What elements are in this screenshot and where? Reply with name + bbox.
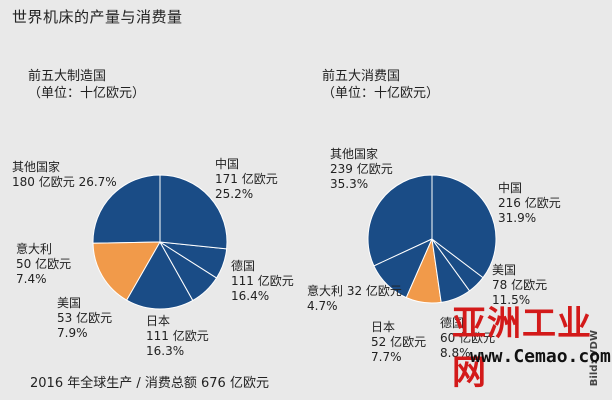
pie-slice-5 <box>159 174 228 250</box>
slice-name: 德国 <box>440 316 465 330</box>
slice-value: 60 亿欧元 <box>440 331 496 345</box>
right-pie-title-block: 前五大消费国 （单位：十亿欧元） <box>322 68 439 102</box>
slice-value: 111 亿欧元 <box>231 274 294 288</box>
slice-name: 中国 <box>215 157 240 171</box>
slice-name: 日本 <box>371 320 396 334</box>
right-pie-title: 前五大消费国 <box>322 69 401 84</box>
slice-percent: 16.4% <box>231 289 270 303</box>
slice-value: 52 亿欧元 <box>371 335 427 349</box>
slice-value: 171 亿欧元 <box>215 172 278 186</box>
slice-percent: 8.8% <box>440 346 471 360</box>
pie-slice-2 <box>125 240 194 310</box>
slice-name: 美国 <box>492 263 517 277</box>
right-pie-subtitle: （单位：十亿欧元） <box>322 86 440 101</box>
slice-percent: 31.9% <box>498 211 537 225</box>
pie0-label-other: 其他国家 180 亿欧元 26.7% <box>12 160 117 190</box>
pie1-label-japan: 日本 52 亿欧元 7.7% <box>371 320 426 365</box>
slice-name: 其他国家 <box>330 147 379 161</box>
production-pie-chart <box>92 174 228 310</box>
slice-name: 日本 <box>146 314 171 328</box>
slice-value: 239 亿欧元 <box>330 162 393 176</box>
slice-percent: 7.4% <box>16 272 47 286</box>
slice-value: 216 亿欧元 <box>498 196 561 210</box>
pie0-label-japan: 日本 111 亿欧元 16.3% <box>146 314 209 359</box>
pie1-label-other: 其他国家 239 亿欧元 35.3% <box>330 147 393 192</box>
pie0-label-italy: 意大利 50 亿欧元 7.4% <box>16 242 71 287</box>
slice-value: 53 亿欧元 <box>57 311 113 325</box>
pie0-label-germany: 德国 111 亿欧元 16.4% <box>231 259 294 304</box>
pie-slice-1 <box>92 241 161 301</box>
slice-percent: 11.5% <box>492 293 531 307</box>
left-pie-title-block: 前五大制造国 （单位：十亿欧元） <box>28 68 145 102</box>
slice-value: 111 亿欧元 <box>146 329 209 343</box>
slice-percent: 16.3% <box>146 344 185 358</box>
page-title: 世界机床的产量与消费量 <box>12 8 183 26</box>
pie1-label-germany: 德国 60 亿欧元 8.8% <box>440 316 495 361</box>
left-pie-title: 前五大制造国 <box>28 69 107 84</box>
slice-name: 美国 <box>57 296 82 310</box>
footer-note: 2016 年全球生产 / 消费总额 676 亿欧元 <box>30 376 269 391</box>
slice-percent: 4.7% <box>307 299 338 313</box>
slice-name: 意大利 <box>16 242 53 256</box>
slice-value: 50 亿欧元 <box>16 257 72 271</box>
slice-name: 德国 <box>231 259 256 273</box>
slice-value-percent: 180 亿欧元 26.7% <box>12 175 117 189</box>
pie-slice-5 <box>431 174 497 279</box>
pie0-label-china: 中国 171 亿欧元 25.2% <box>215 157 278 202</box>
slice-name: 中国 <box>498 181 523 195</box>
slice-value: 78 亿欧元 <box>492 278 548 292</box>
left-pie-subtitle: （单位：十亿欧元） <box>28 86 146 101</box>
watermark-logo: 亚洲工业网 <box>452 304 592 393</box>
slice-percent: 25.2% <box>215 187 254 201</box>
watermark-url: www.Cemao.com <box>470 346 611 367</box>
slice-percent: 7.7% <box>371 350 402 364</box>
pie-slice-0 <box>367 174 433 267</box>
slice-percent: 35.3% <box>330 177 369 191</box>
pie-slice-0 <box>92 174 161 244</box>
pie1-label-italy: 意大利 32 亿欧元 4.7% <box>307 284 402 314</box>
slice-name-value: 意大利 32 亿欧元 <box>307 284 402 298</box>
pie0-label-usa: 美国 53 亿欧元 7.9% <box>57 296 112 341</box>
slice-name: 其他国家 <box>12 160 61 174</box>
pie1-label-china: 中国 216 亿欧元 31.9% <box>498 181 561 226</box>
pie1-label-usa: 美国 78 亿欧元 11.5% <box>492 263 547 308</box>
slice-percent: 7.9% <box>57 326 88 340</box>
consumption-pie-chart <box>367 174 497 304</box>
